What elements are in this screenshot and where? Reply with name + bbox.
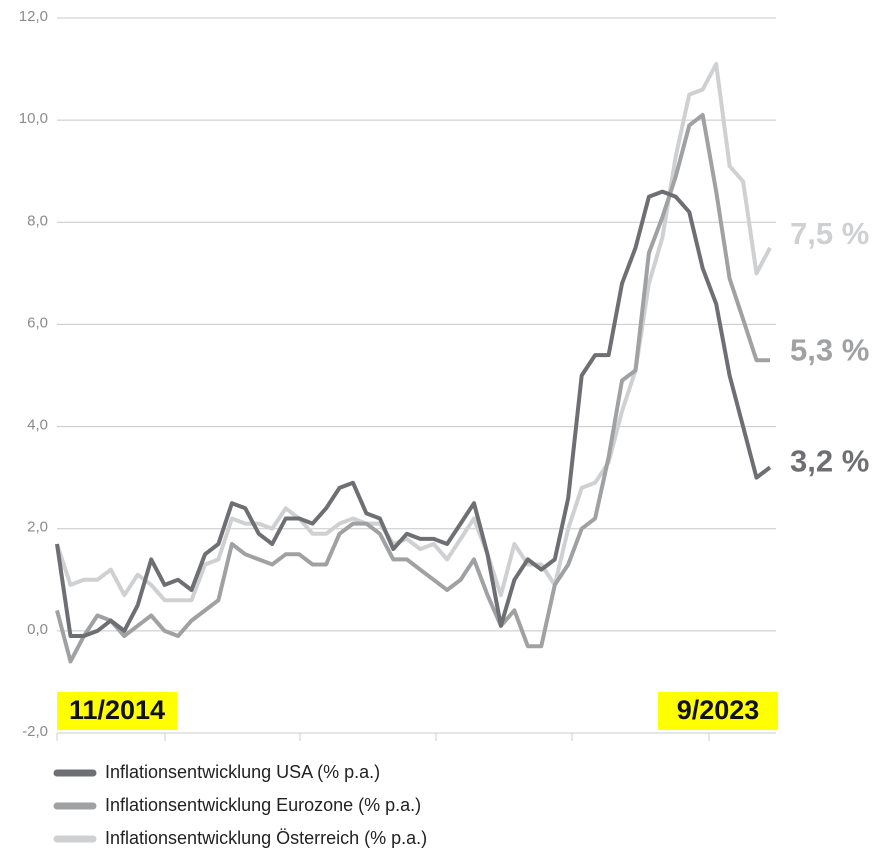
series-line [55,189,772,638]
end-label: 5,3 % [790,332,869,367]
x-category-label: 11/2014 [69,695,165,725]
y-tick-label: 12,0 [19,8,48,25]
series-line [55,62,772,603]
legend-label: Inflationsentwicklung Österreich (% p.a.… [105,828,427,848]
legend-label: Inflationsentwicklung USA (% p.a.) [105,762,380,782]
y-tick-label: 4,0 [27,417,48,434]
legend-label: Inflationsentwicklung Eurozone (% p.a.) [105,795,421,815]
end-label: 7,5 % [790,216,869,251]
end-label: 3,2 % [790,444,869,479]
y-tick-label: 6,0 [27,314,48,331]
x-axis-ticks [56,733,710,741]
category-highlight [658,692,778,730]
series-line [55,113,770,664]
y-tick-label: 2,0 [27,519,48,536]
y-tick-label: -2,0 [22,723,48,740]
category-highlight [57,692,177,730]
x-category-label: 9/2023 [677,695,760,725]
y-tick-label: 10,0 [19,110,48,127]
y-tick-label: 8,0 [27,212,48,229]
y-tick-label: 0,0 [27,621,48,638]
